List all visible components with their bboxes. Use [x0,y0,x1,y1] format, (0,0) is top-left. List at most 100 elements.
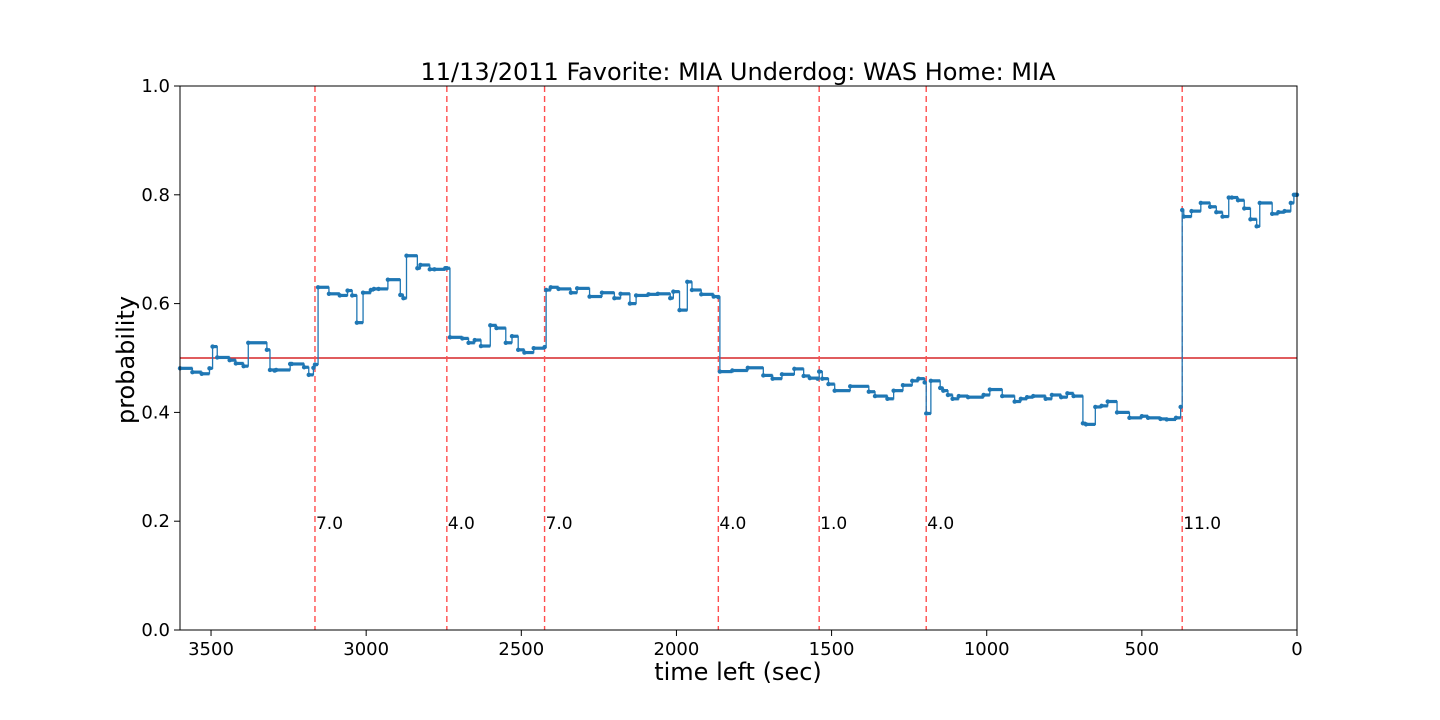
data-point [311,365,316,370]
data-point [350,293,355,298]
data-point [246,340,251,345]
data-point [717,369,723,374]
data-point [1220,214,1225,219]
data-point [910,378,915,384]
event-label-3: 4.0 [719,514,746,534]
data-point [190,369,195,375]
data-point [542,344,547,350]
data-point [1105,399,1110,404]
data-point [922,380,927,385]
data-point [404,253,409,258]
x-tick-label: 0 [1291,639,1302,660]
x-tick-label: 3500 [188,639,234,660]
data-point [326,291,332,297]
y-tick-label: 1.0 [141,76,170,97]
data-point [1214,210,1219,215]
data-point [415,266,420,271]
data-point [1164,417,1169,422]
data-point [866,389,872,394]
data-point [646,292,651,297]
data-point [1248,217,1253,222]
data-point [885,396,890,401]
data-point [385,277,391,282]
data-point [1181,214,1186,219]
data-point [655,291,661,297]
data-point [1207,204,1213,209]
data-point [1093,404,1098,410]
data-point [685,279,690,285]
data-point [199,371,204,376]
data-point [1012,399,1017,404]
data-point [1178,404,1183,410]
data-point [633,293,639,298]
data-point [1254,224,1259,229]
data-point [779,372,785,377]
data-point [711,294,716,299]
data-point [1049,392,1055,398]
data-point [956,393,961,399]
data-point [401,295,406,301]
data-point [447,335,453,340]
data-point [945,392,951,398]
data-point [1189,208,1194,214]
data-point [503,340,508,345]
data-point [689,287,695,293]
data-point [210,344,215,349]
data-point [761,373,766,378]
data-point [1179,207,1185,213]
data-point [233,361,239,366]
x-axis-title: time left (sec) [654,658,822,686]
data-point [360,290,366,295]
data-point [801,373,806,379]
data-point [1058,394,1064,400]
data-point [924,411,929,416]
x-tick-label: 500 [1125,639,1159,660]
data-point [509,334,515,339]
data-point [1276,210,1281,215]
data-point [472,337,477,343]
data-point [301,365,307,370]
data-point [306,372,311,378]
data-point [716,294,721,300]
data-point [531,346,536,351]
data-point [941,388,946,393]
data-point [460,336,465,341]
data-point [1031,393,1036,399]
data-point [398,292,403,298]
data-point [1229,195,1235,200]
data-point [826,381,831,387]
data-point [1114,410,1120,415]
series-line-0 [180,194,1297,426]
data-point [556,286,561,292]
data-point [807,375,813,381]
data-point [699,292,704,297]
data-point [792,366,797,372]
data-point [848,384,853,389]
data-point [872,393,878,399]
data-point [587,294,592,299]
data-point [371,286,377,292]
data-point [315,285,321,290]
data-point [937,385,943,391]
chart-title: 11/13/2011 Favorite: MIA Underdog: WAS H… [421,58,1057,86]
data-point [832,388,837,393]
x-tick-label: 1000 [964,639,1010,660]
data-point [264,347,270,353]
data-point [427,267,432,272]
data-point [1173,415,1179,421]
data-point [1282,208,1287,214]
data-point [965,394,971,400]
data-point [1043,396,1048,401]
data-point [612,295,617,301]
data-point [1235,198,1241,203]
x-tick-label: 2000 [654,639,700,660]
data-point [981,392,986,398]
data-point [820,376,825,381]
x-tick-label: 2500 [498,639,544,660]
data-point [745,365,751,370]
event-label-4: 1.0 [820,514,847,534]
data-point [1288,200,1293,206]
data-point [1198,200,1204,206]
data-point [548,285,553,290]
data-point [730,368,735,373]
